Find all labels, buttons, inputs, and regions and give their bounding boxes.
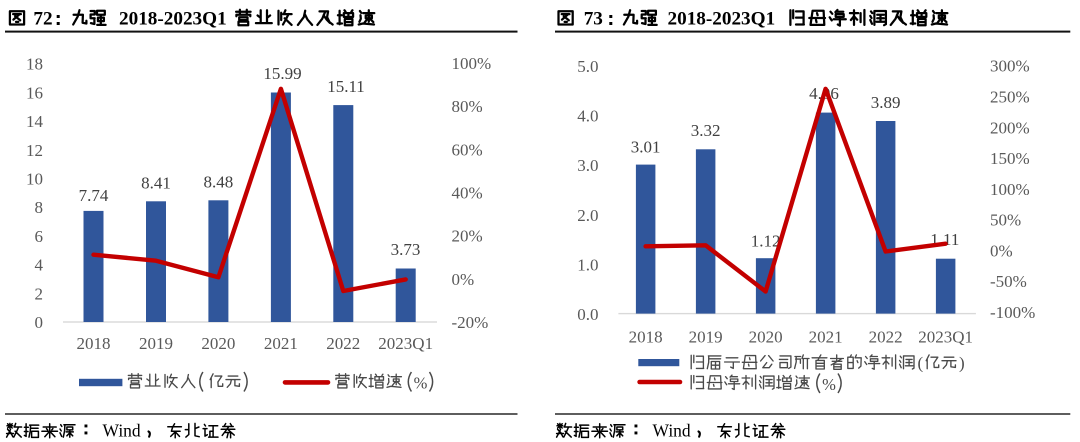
svg-text:2019: 2019 (139, 334, 173, 353)
svg-text:3.73: 3.73 (391, 240, 421, 259)
svg-text:15.11: 15.11 (327, 77, 365, 96)
svg-text:2021: 2021 (809, 328, 843, 347)
svg-text:4: 4 (35, 256, 44, 275)
svg-text:2023Q1: 2023Q1 (378, 334, 433, 353)
svg-text:): ) (959, 354, 965, 373)
svg-text:Wind: Wind (653, 420, 691, 440)
svg-text:2.0: 2.0 (577, 206, 598, 225)
svg-text:60%: 60% (452, 140, 483, 159)
svg-text:73: 73 (584, 9, 603, 30)
svg-text:2022: 2022 (869, 328, 903, 347)
svg-text:10: 10 (26, 169, 43, 188)
svg-text:%: % (822, 375, 836, 394)
svg-text:8.48: 8.48 (204, 173, 234, 192)
svg-text:100%: 100% (452, 54, 492, 73)
svg-text:150%: 150% (990, 149, 1030, 168)
svg-text:2020: 2020 (749, 328, 783, 347)
svg-text:2018: 2018 (629, 328, 663, 347)
svg-text:-20%: -20% (452, 313, 489, 332)
svg-text:0.0: 0.0 (577, 305, 598, 324)
svg-text:3.32: 3.32 (691, 121, 721, 140)
svg-text:-50%: -50% (990, 272, 1027, 291)
svg-text:2019: 2019 (689, 328, 723, 347)
svg-text:3.89: 3.89 (871, 93, 901, 112)
svg-text:2018-2023Q1: 2018-2023Q1 (668, 9, 776, 30)
svg-text:1.0: 1.0 (577, 255, 598, 274)
svg-text:15.99: 15.99 (263, 64, 301, 83)
svg-text:8: 8 (35, 198, 44, 217)
svg-text:-100%: -100% (990, 303, 1035, 322)
svg-text:0: 0 (35, 313, 44, 332)
svg-text:80%: 80% (452, 97, 483, 116)
svg-text:14: 14 (26, 112, 44, 131)
svg-text:250%: 250% (990, 87, 1030, 106)
svg-text:2022: 2022 (326, 334, 360, 353)
svg-text:4.0: 4.0 (577, 107, 598, 126)
svg-text:100%: 100% (990, 180, 1030, 199)
svg-text:2021: 2021 (264, 334, 298, 353)
svg-text:18: 18 (26, 55, 43, 74)
svg-text:2018: 2018 (77, 334, 111, 353)
svg-text:(: ( (918, 354, 924, 373)
svg-text:3.0: 3.0 (577, 156, 598, 175)
svg-text:0%: 0% (990, 241, 1013, 260)
svg-text:40%: 40% (452, 184, 483, 203)
svg-text:2023Q1: 2023Q1 (918, 328, 973, 347)
svg-text:20%: 20% (452, 227, 483, 246)
svg-text:12: 12 (26, 141, 43, 160)
svg-text:50%: 50% (990, 211, 1021, 230)
svg-text:0%: 0% (452, 270, 475, 289)
svg-text:2018-2023Q1: 2018-2023Q1 (119, 9, 227, 30)
svg-text:300%: 300% (990, 57, 1030, 76)
svg-text:5.0: 5.0 (577, 57, 598, 76)
svg-text:2: 2 (35, 284, 44, 303)
svg-text:2020: 2020 (201, 334, 235, 353)
svg-text:8.41: 8.41 (141, 174, 171, 193)
svg-text:1.12: 1.12 (751, 232, 781, 251)
svg-text:72: 72 (33, 9, 52, 30)
svg-text:6: 6 (35, 227, 44, 246)
svg-text:Wind: Wind (103, 420, 141, 440)
svg-text:7.74: 7.74 (79, 186, 109, 205)
svg-text:%: % (414, 374, 428, 393)
svg-text:200%: 200% (990, 118, 1030, 137)
svg-text:16: 16 (26, 83, 43, 102)
svg-text:3.01: 3.01 (631, 138, 661, 157)
